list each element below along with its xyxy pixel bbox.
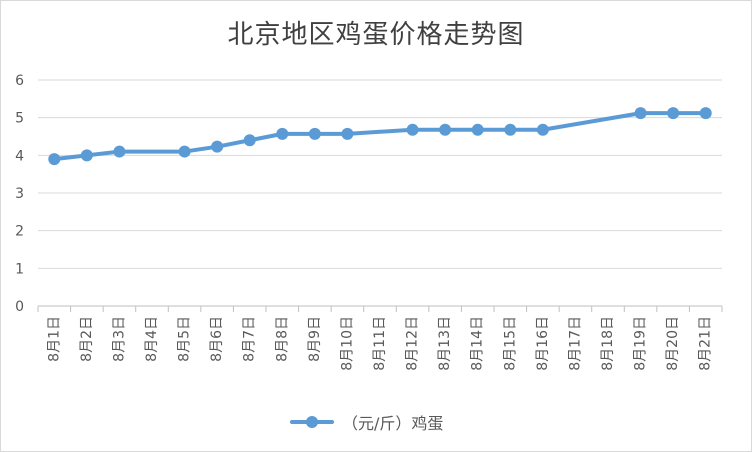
y-tick-label: 1 xyxy=(15,261,24,277)
x-tick-label: 8月20日 xyxy=(665,316,681,371)
data-point xyxy=(667,107,680,120)
x-tick-label: 8月4日 xyxy=(144,316,160,362)
data-point xyxy=(178,145,191,158)
y-tick-label: 6 xyxy=(15,73,24,89)
data-point xyxy=(243,134,256,147)
x-tick-label: 8月2日 xyxy=(79,316,95,362)
y-tick-label: 2 xyxy=(15,224,24,240)
data-point xyxy=(80,149,93,162)
data-point xyxy=(341,127,354,140)
x-tick-label: 8月11日 xyxy=(372,316,388,371)
legend: （元/斤）鸡蛋 xyxy=(290,410,443,434)
x-tick-label: 8月21日 xyxy=(698,316,714,371)
data-point xyxy=(211,140,224,153)
x-tick-label: 8月17日 xyxy=(567,316,583,371)
data-point xyxy=(308,127,321,140)
gridlines xyxy=(38,79,722,307)
y-tick-label: 5 xyxy=(15,111,24,127)
x-tick-label: 8月6日 xyxy=(209,316,225,362)
chart-title: 北京地区鸡蛋价格走势图 xyxy=(227,20,525,50)
data-point xyxy=(276,127,289,140)
data-point xyxy=(699,107,712,120)
data-point xyxy=(471,123,484,136)
legend-label: （元/斤）鸡蛋 xyxy=(342,414,444,433)
x-tick-label: 8月14日 xyxy=(470,316,486,371)
data-point xyxy=(439,123,452,136)
data-point xyxy=(504,123,517,136)
x-tick-label: 8月10日 xyxy=(339,316,355,371)
y-tick-label: 0 xyxy=(15,299,24,315)
y-axis-ticks: 0 1 2 3 4 5 6 xyxy=(15,73,24,315)
x-tick-label: 8月1日 xyxy=(46,316,62,362)
x-tick-label: 8月15日 xyxy=(502,316,518,371)
x-tick-label: 8月18日 xyxy=(600,316,616,371)
x-tick-label: 8月19日 xyxy=(633,316,649,371)
x-axis: 8月1日 8月2日 8月3日 8月4日 8月5日 8月6日 8月7日 8月8日 8月9日 8月10… xyxy=(37,306,723,371)
data-point xyxy=(406,123,419,136)
data-point xyxy=(113,145,126,158)
x-tick-label: 8月12日 xyxy=(405,316,421,371)
data-point xyxy=(48,153,61,166)
series-line-0 xyxy=(52,111,708,162)
x-tick-label: 8月13日 xyxy=(437,316,453,371)
series-layer xyxy=(48,107,712,166)
x-tick-label: 8月16日 xyxy=(535,316,551,371)
data-point xyxy=(634,107,647,120)
data-point xyxy=(536,123,549,136)
legend-swatch xyxy=(290,414,334,430)
x-tick-label: 8月3日 xyxy=(111,316,127,362)
x-tick-label: 8月7日 xyxy=(242,316,258,362)
y-tick-label: 3 xyxy=(15,186,24,202)
x-tick-label: 8月5日 xyxy=(177,316,193,362)
x-tick-label: 8月9日 xyxy=(307,316,323,362)
y-tick-label: 4 xyxy=(15,148,24,164)
x-tick-label: 8月8日 xyxy=(274,316,290,362)
